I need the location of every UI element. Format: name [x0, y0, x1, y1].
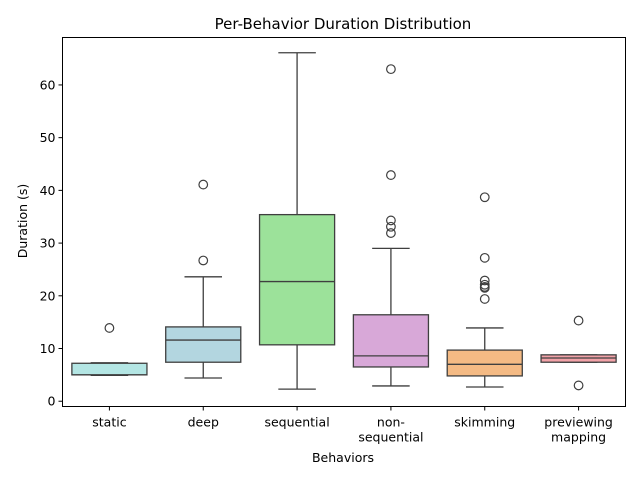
- outlier-point: [479, 275, 490, 286]
- x-tick-label: sequential: [264, 415, 329, 430]
- x-tick-label: skimming: [454, 415, 515, 430]
- y-tick-label: 50: [40, 130, 56, 145]
- iqr-box: [71, 362, 148, 376]
- y-tick-label: 20: [40, 288, 56, 303]
- y-axis-label: Duration (s): [15, 184, 30, 259]
- outlier-point: [386, 228, 396, 238]
- iqr-box: [446, 349, 523, 377]
- y-tick-label: 0: [48, 394, 56, 409]
- x-tick-label: static: [92, 415, 126, 430]
- plot-area: [71, 52, 617, 391]
- outlier-point: [386, 170, 396, 180]
- y-tick-label: 30: [40, 236, 56, 251]
- box-group-non-sequential: [352, 64, 430, 387]
- box-group-static: [71, 323, 148, 377]
- iqr-box: [258, 213, 336, 346]
- y-tick-label: 40: [40, 183, 56, 198]
- outlier-point: [198, 255, 209, 266]
- y-axis: 0 10 20 30 40 50 60: [40, 77, 63, 409]
- box-group-skimming: [446, 192, 523, 388]
- iqr-box: [165, 326, 242, 363]
- iqr-box: [352, 314, 430, 368]
- x-tick-label: non-: [377, 415, 405, 430]
- outlier-point: [386, 221, 396, 232]
- outlier-point: [386, 215, 396, 226]
- y-tick-label: 60: [40, 77, 56, 92]
- outlier-point: [479, 192, 490, 203]
- outlier-point: [479, 279, 490, 290]
- outlier-point: [479, 294, 490, 304]
- outlier-point: [386, 64, 396, 75]
- x-tick-label: previewing: [544, 415, 613, 430]
- outlier-point: [573, 315, 584, 326]
- outlier-point: [479, 252, 490, 263]
- x-axis: static deep sequential non-sequentialskimmi…: [92, 406, 613, 445]
- plot-frame: [62, 37, 626, 407]
- box-group-deep: [165, 179, 242, 379]
- outlier-point: [198, 179, 209, 190]
- x-tick-label: mapping: [551, 430, 606, 445]
- outlier-point: [104, 323, 115, 333]
- outlier-point: [573, 380, 584, 391]
- box-group-sequential: [258, 52, 336, 390]
- box-group-previewing-mapping: [540, 315, 617, 391]
- y-tick-label: 10: [40, 341, 56, 356]
- x-tick-label: deep: [188, 415, 219, 430]
- chart-title: Per-Behavior Duration Distribution: [215, 15, 472, 33]
- x-axis-label: Behaviors: [312, 450, 374, 465]
- x-tick-label: sequential: [358, 430, 423, 445]
